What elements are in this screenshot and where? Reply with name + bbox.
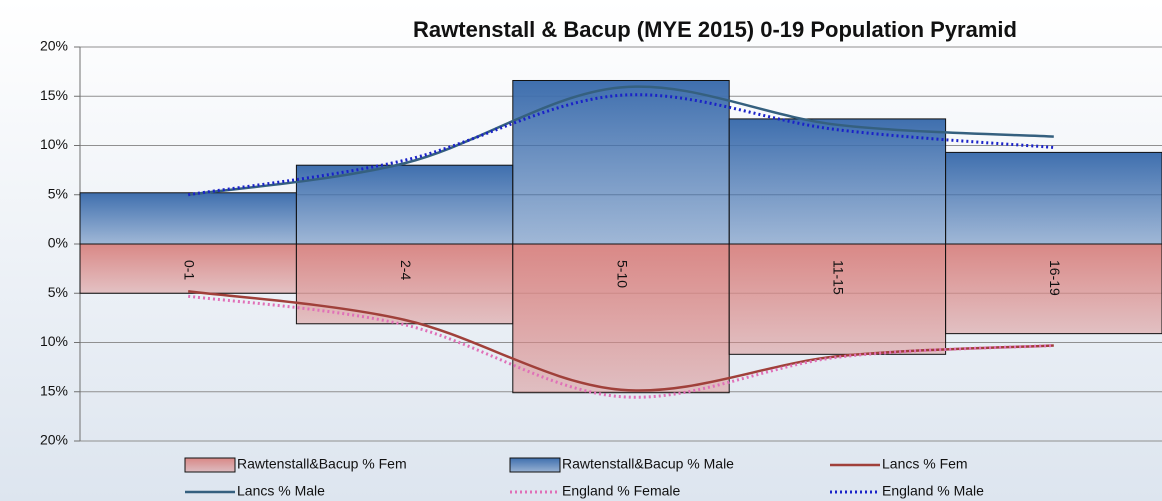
- bar: [295, 164, 514, 245]
- y-tick-label: 10%: [40, 136, 68, 152]
- line: [187, 93, 1054, 197]
- legend-label: Rawtenstall&Bacup % Male: [562, 456, 734, 472]
- legend-swatch: [184, 457, 236, 473]
- line: [188, 85, 1054, 196]
- bar: [295, 243, 514, 325]
- x-tick-label: 5-10: [614, 260, 630, 288]
- legend-label: England % Female: [562, 483, 681, 499]
- legend-label: Lancs % Male: [237, 483, 325, 499]
- bar: [79, 243, 297, 294]
- y-tick-label: 20%: [40, 38, 68, 54]
- y-tick-label: 20%: [40, 432, 68, 448]
- legend-label: Lancs % Fem: [882, 456, 968, 472]
- legend-label: England % Male: [882, 483, 984, 499]
- y-tick-label: 5%: [48, 185, 68, 201]
- y-tick-label: 10%: [40, 333, 68, 349]
- bar: [945, 243, 1162, 335]
- x-tick-label: 16-19: [1047, 260, 1063, 296]
- x-tick-label: 2-4: [398, 260, 414, 280]
- chart-title: Rawtenstall & Bacup (MYE 2015) 0-19 Popu…: [413, 17, 1017, 42]
- y-tick-label: 0%: [48, 235, 68, 251]
- legend-swatch: [509, 457, 561, 473]
- legend-label: Rawtenstall&Bacup % Fem: [237, 456, 407, 472]
- bar: [512, 79, 730, 245]
- y-tick-label: 15%: [40, 87, 68, 103]
- bar: [79, 192, 297, 245]
- y-tick-label: 15%: [40, 382, 68, 398]
- x-tick-label: 0-1: [181, 260, 197, 280]
- x-tick-label: 11-15: [831, 260, 847, 295]
- y-tick-label: 5%: [48, 284, 68, 300]
- bar: [728, 118, 947, 245]
- bar: [945, 151, 1162, 245]
- bar: [512, 243, 730, 394]
